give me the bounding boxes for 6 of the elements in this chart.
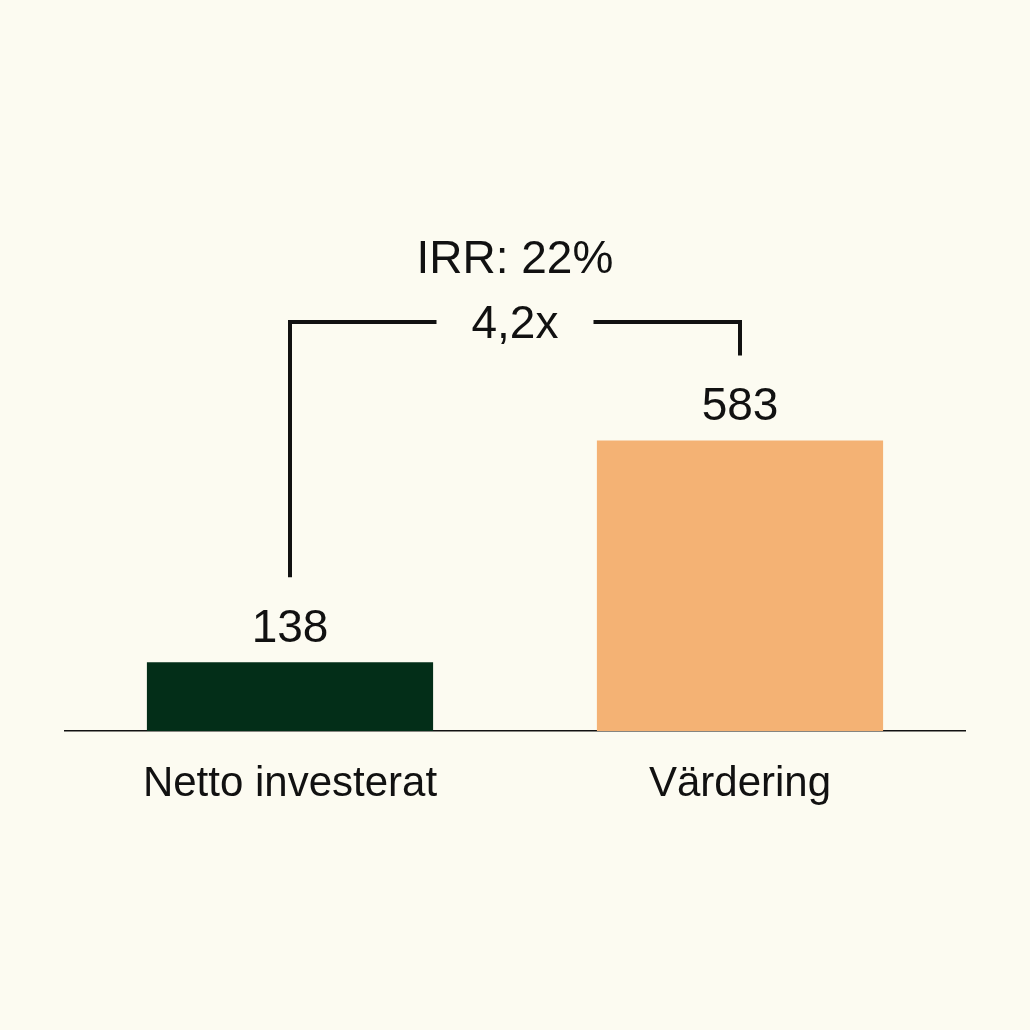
text: IRR: 22% (416, 231, 614, 283)
data-label: 138 (251, 600, 329, 653)
x-tick-label: Netto investerat (142, 757, 438, 805)
text: 4,2x (471, 296, 559, 348)
x-tick-label: Värdering (648, 757, 832, 805)
data-label: 583 (701, 378, 779, 431)
